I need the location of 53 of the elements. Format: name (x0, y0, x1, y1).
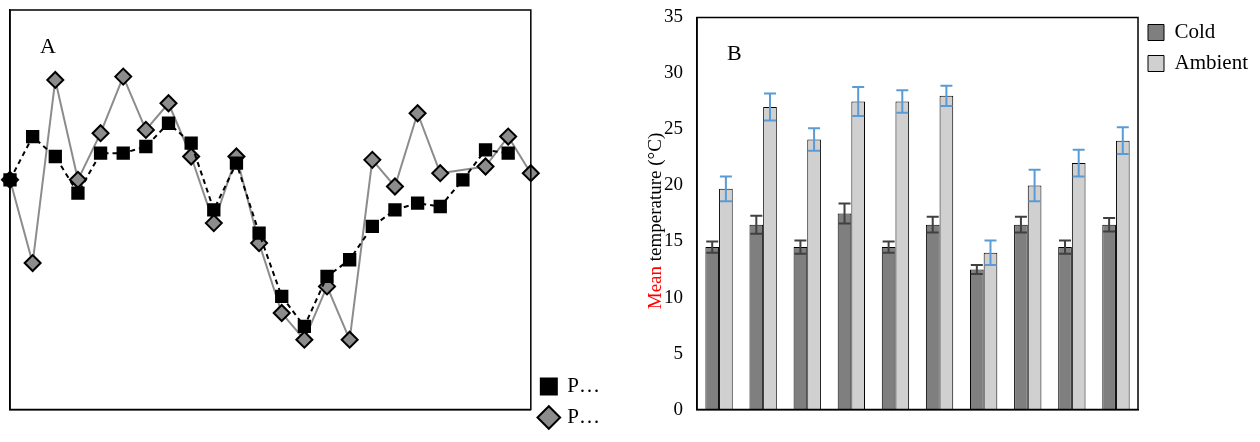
point (229, 156, 244, 170)
y-tick-label: 0 (673, 397, 683, 419)
point (272, 304, 291, 323)
point (320, 269, 334, 284)
legend-label: Cold (1174, 19, 1216, 44)
y-tick-label: 15 (664, 229, 683, 251)
point (343, 253, 357, 267)
point (139, 139, 153, 154)
point (340, 330, 359, 349)
point (478, 143, 493, 157)
point (204, 214, 223, 233)
point (114, 67, 133, 86)
legend-label: P… (567, 404, 601, 429)
point (275, 289, 289, 304)
point (431, 164, 450, 183)
point (252, 226, 266, 240)
y-tick-label: 20 (664, 173, 683, 195)
point (136, 120, 155, 139)
y-tick-label: 30 (664, 61, 683, 83)
point (363, 150, 382, 169)
point (48, 149, 62, 164)
point (207, 203, 221, 217)
y-tick-label: 25 (664, 117, 683, 139)
point (159, 94, 178, 113)
y-tick-label: 5 (673, 341, 683, 363)
point (385, 177, 404, 196)
point (410, 196, 425, 210)
point (501, 146, 515, 160)
point (161, 116, 176, 130)
y-axis-title: Mean temperature (°C) (644, 132, 666, 310)
point (46, 70, 65, 89)
point (456, 173, 470, 187)
point (408, 104, 427, 123)
legend-label: Ambient (1174, 50, 1249, 75)
point (476, 157, 495, 176)
point (433, 199, 447, 214)
point (388, 203, 402, 217)
point (365, 219, 379, 234)
point (499, 127, 518, 146)
y-tick-label: 10 (664, 285, 683, 307)
y-tick-label: 35 (664, 5, 683, 27)
text: A (40, 32, 56, 58)
annotation: B (727, 40, 742, 66)
point (182, 147, 201, 166)
point (297, 319, 312, 334)
point (116, 146, 130, 160)
point (91, 124, 110, 143)
legend-label: P… (567, 373, 601, 398)
point (93, 146, 108, 160)
point (184, 136, 198, 150)
point (71, 186, 85, 200)
point (25, 129, 40, 144)
point (23, 254, 42, 273)
